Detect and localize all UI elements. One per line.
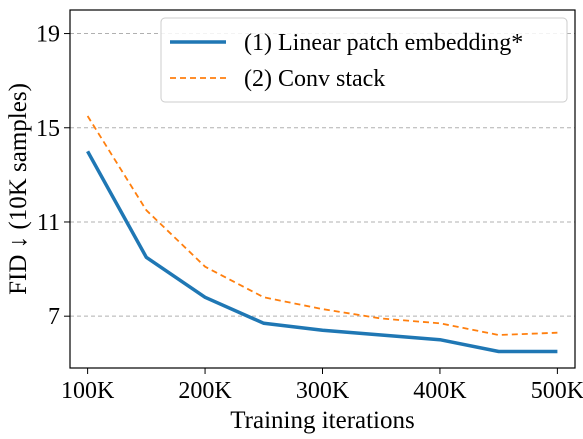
axis-ticks: 7 11 15 19 100K 200K 300K 400K 500K (36, 22, 583, 404)
x-tick-label: 500K (531, 378, 583, 404)
y-tick-label: 11 (37, 210, 60, 236)
series-lines (86, 115, 558, 354)
y-axis-label: FID ↓ (10K samples) (5, 83, 32, 295)
x-tick-label: 400K (413, 378, 467, 404)
y-tick-label: 19 (36, 22, 60, 48)
y-tick-label: 7 (48, 304, 60, 330)
x-tick-label: 300K (296, 378, 350, 404)
x-axis-label: Training iterations (230, 407, 415, 434)
x-tick-label: 200K (178, 378, 232, 404)
x-tick-label: 100K (61, 378, 115, 404)
series-line-linear-patch-embedding (86, 150, 558, 354)
legend: (1) Linear patch embedding* (2) Conv sta… (160, 17, 568, 103)
series-line-conv-stack (86, 115, 558, 336)
legend-label-conv-stack: (2) Conv stack (244, 66, 385, 92)
y-tick-label: 15 (36, 116, 60, 142)
legend-box (160, 17, 568, 103)
legend-label-linear-patch: (1) Linear patch embedding* (244, 30, 523, 56)
